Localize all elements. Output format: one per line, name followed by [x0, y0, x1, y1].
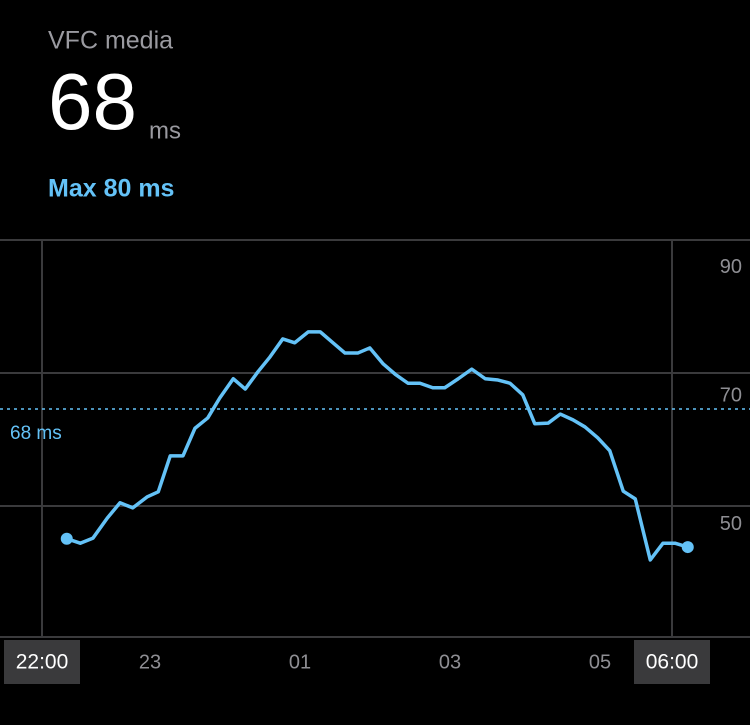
y-tick-label: 90 [720, 256, 742, 278]
range-label-bg [4, 640, 80, 684]
x-tick-label: 23 [139, 651, 161, 673]
range-label: 06:00 [646, 651, 699, 674]
end-point [681, 541, 694, 554]
y-tick-label: 50 [720, 513, 742, 535]
max-label: Max 80 ms [48, 175, 174, 203]
x-tick-label: 03 [439, 651, 461, 673]
series-line [66, 330, 689, 562]
average-label: 68 ms [10, 423, 62, 444]
x-tick-label: 05 [589, 651, 611, 673]
end-point [60, 532, 73, 545]
y-tick-label: 70 [720, 384, 742, 406]
unit: ms [149, 117, 181, 144]
average-value: 68 [48, 57, 137, 146]
chart-title: VFC media [48, 27, 173, 55]
range-label: 22:00 [16, 651, 69, 674]
range-label-bg [634, 640, 710, 684]
x-tick-label: 01 [289, 651, 311, 673]
